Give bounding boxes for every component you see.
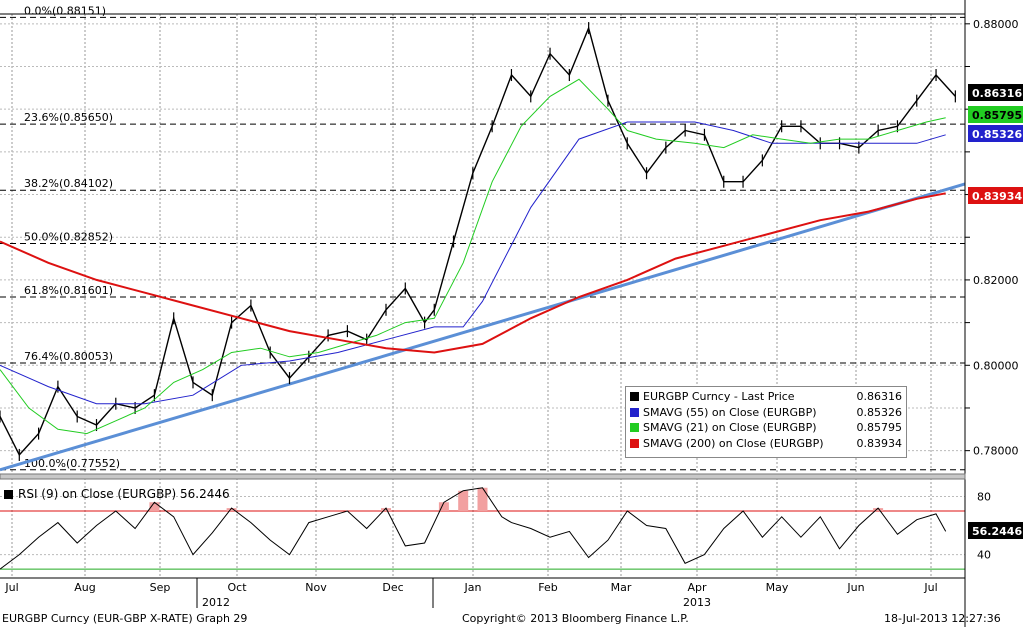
rsi-legend-swatch	[4, 489, 13, 499]
value-tag-box	[968, 106, 1023, 123]
value-tag-box	[968, 84, 1023, 101]
year-label: 2013	[683, 596, 711, 609]
legend-label: SMAVG (200) on Close (EURGBP)	[643, 436, 824, 450]
fib-level-label: 61.8%(0.81601)	[24, 284, 113, 297]
legend-value: 0.83934	[856, 436, 903, 450]
price-series	[0, 22, 966, 472]
y-tick-label: 0.78000	[973, 445, 1019, 458]
x-tick-label: Jun	[846, 581, 864, 594]
fib-level-label: 76.4%(0.80053)	[24, 350, 113, 363]
rsi-line	[0, 487, 947, 570]
legend-item-smavg-55: SMAVG (55) on Close (EURGBP) 0.85326	[630, 405, 902, 421]
footer-security: EURGBP Curncy (EUR-GBP X-RATE) Graph 29	[2, 612, 248, 625]
legend-label: SMAVG (55) on Close (EURGBP)	[643, 405, 817, 419]
value-tag-label: 0.85326	[972, 128, 1022, 141]
x-tick-label: Mar	[611, 581, 632, 594]
footer-timestamp: 18-Jul-2013 12:27:36	[884, 612, 1001, 625]
x-tick-label: Sep	[150, 581, 171, 594]
legend-label: SMAVG (21) on Close (EURGBP)	[643, 421, 817, 434]
rsi-overbought-fill	[149, 487, 884, 511]
legend-swatch-black	[630, 392, 639, 402]
fib-level-label: 100.0%(0.77552)	[24, 457, 120, 470]
value-tag-label: 0.86316	[972, 87, 1022, 100]
rsi-y-tick-label: 40	[977, 549, 991, 562]
x-tick-label: Oct	[227, 581, 247, 594]
value-tag-label: 0.83934	[972, 190, 1022, 203]
x-tick-label: Aug	[74, 581, 95, 594]
legend-swatch-blue	[630, 407, 639, 417]
y-tick-label: 0.88000	[973, 18, 1019, 31]
footer-copyright: Copyright© 2013 Bloomberg Finance L.P.	[462, 612, 689, 625]
rsi-panel: 40 80 56.2446	[0, 487, 1023, 570]
legend-item-last-price: EURGBP Curncy - Last Price 0.86316	[630, 389, 902, 405]
x-tick-label: Feb	[538, 581, 557, 594]
rsi-value-tag-label: 56.2446	[972, 525, 1022, 538]
value-tag-box	[968, 125, 1023, 142]
rsi-legend-label: RSI (9) on Close (EURGBP) 56.2446	[18, 487, 230, 501]
fib-level-label: 38.2%(0.84102)	[24, 177, 113, 190]
fib-level-label: 23.6%(0.85650)	[24, 111, 113, 124]
value-tag-box	[968, 187, 1023, 204]
legend-item-smavg-21: SMAVG (21) on Close (EURGBP) 0.85795	[630, 420, 902, 436]
legend-swatch-green	[630, 423, 639, 433]
rsi-legend: RSI (9) on Close (EURGBP) 56.2446	[4, 487, 230, 501]
price-legend: EURGBP Curncy - Last Price 0.86316 SMAVG…	[625, 386, 907, 458]
y-tick-label: 0.80000	[973, 359, 1019, 372]
fibonacci-levels: 0.0%(0.88151) 23.6%(0.85650) 38.2%(0.84102…	[0, 4, 965, 471]
x-tick-label: May	[766, 581, 789, 594]
smavg-21-line	[0, 78, 946, 435]
legend-value: 0.85795	[856, 421, 903, 434]
trend-line	[0, 182, 966, 472]
legend-item-smavg-200: SMAVG (200) on Close (EURGBP) 0.83934	[630, 436, 902, 452]
rsi-value-tag-box	[968, 522, 1023, 540]
legend-swatch-red	[630, 438, 639, 448]
smavg-55-line	[0, 121, 946, 405]
value-tags: 0.86316 0.85795 0.85326 0.83934	[968, 84, 1023, 204]
legend-label: EURGBP Curncy - Last Price	[643, 390, 795, 403]
panel-divider	[0, 473, 966, 480]
legend-value: 0.86316	[856, 390, 903, 403]
x-tick-label: Apr	[687, 581, 707, 594]
fib-level-label: 50.0%(0.82852)	[24, 231, 113, 244]
y-tick-label: 0.82000	[973, 274, 1019, 287]
x-tick-label: Dec	[382, 581, 403, 594]
fib-level-label: 0.0%(0.88151)	[24, 4, 106, 17]
legend-value: 0.85326	[856, 405, 903, 419]
x-tick-label: Nov	[305, 581, 327, 594]
value-tag-label: 0.85795	[972, 109, 1022, 122]
x-tick-label: Jul	[923, 581, 937, 594]
x-tick-label: Jul	[4, 581, 18, 594]
rsi-y-tick-label: 80	[977, 491, 991, 504]
smavg-200-line	[0, 192, 946, 354]
x-tick-label: Jan	[464, 581, 482, 594]
year-label: 2012	[202, 596, 230, 609]
